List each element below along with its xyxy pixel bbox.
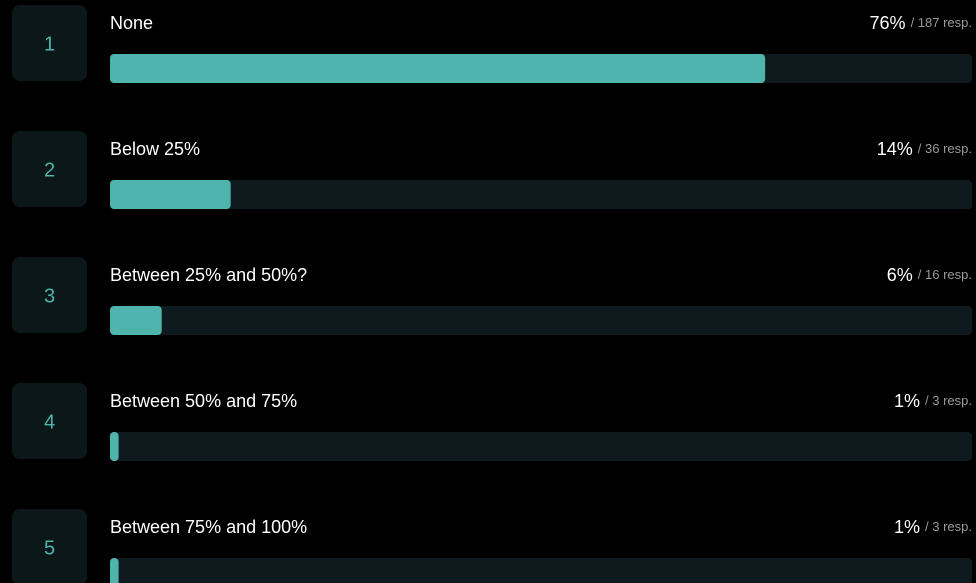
percent-label: 76%	[870, 13, 906, 33]
percent-label: 1%	[894, 517, 920, 537]
response-count: / 187 resp.	[911, 15, 972, 30]
rank-box	[12, 5, 87, 81]
bar	[110, 54, 766, 83]
bar	[110, 180, 231, 209]
response-count: / 3 resp.	[925, 393, 972, 408]
bar-track	[110, 180, 972, 209]
rank-box	[12, 509, 87, 583]
result-text: 1% / 3 resp.	[894, 391, 972, 411]
bar	[110, 558, 119, 583]
option-label: Between 25% and 50%?	[110, 265, 307, 285]
option-label: None	[110, 13, 153, 33]
rank-number: 5	[44, 537, 55, 559]
bar	[110, 306, 162, 335]
bar	[110, 432, 119, 461]
response-count: / 16 resp.	[918, 267, 972, 282]
result-text: 76% / 187 resp.	[870, 13, 972, 33]
option-label: Between 50% and 75%	[110, 391, 297, 411]
rank-box	[12, 383, 87, 459]
result-text: 14% / 36 resp.	[877, 139, 972, 159]
result-text: 1% / 3 resp.	[894, 517, 972, 537]
response-count: / 36 resp.	[918, 141, 972, 156]
rank-box	[12, 131, 87, 207]
bar-track	[110, 432, 972, 461]
percent-label: 14%	[877, 139, 913, 159]
rank-box	[12, 257, 87, 333]
response-count: / 3 resp.	[925, 519, 972, 534]
option-label: Below 25%	[110, 139, 200, 159]
bar-track	[110, 558, 972, 583]
rank-number: 2	[44, 159, 55, 181]
result-text: 6% / 16 resp.	[887, 265, 972, 285]
percent-label: 6%	[887, 265, 913, 285]
bar-track	[110, 306, 972, 335]
rank-number: 4	[44, 411, 55, 433]
rank-number: 1	[44, 33, 55, 55]
rank-number: 3	[44, 285, 55, 307]
option-label: Between 75% and 100%	[110, 517, 307, 537]
percent-label: 1%	[894, 391, 920, 411]
